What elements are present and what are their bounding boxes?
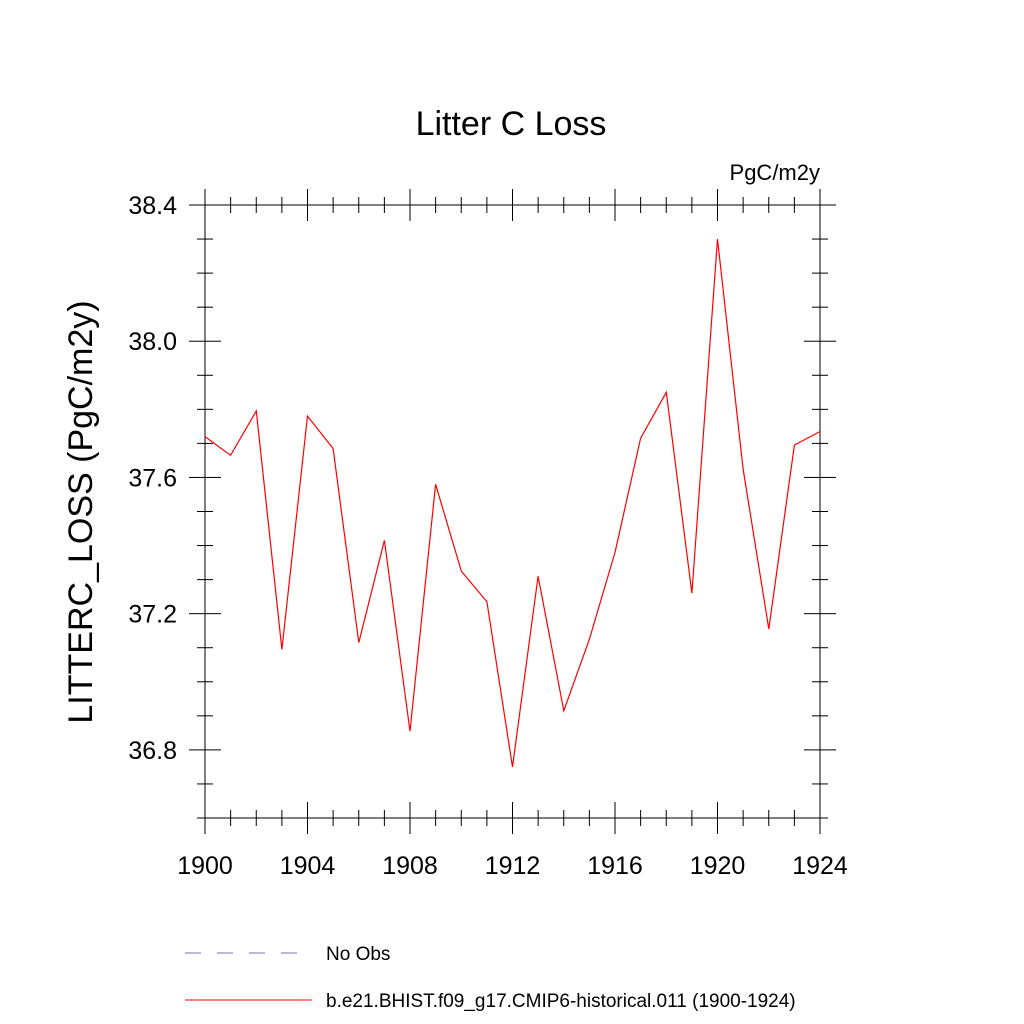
y-tick-label: 38.4 [128,192,177,220]
chart-title: Litter C Loss [416,105,607,143]
series-line [204,239,821,767]
units-label: PgC/m2y [730,160,820,185]
legend: No Obs b.e21.BHIST.f09_g17.CMIP6-historic… [185,944,796,1012]
y-tick-label: 36.8 [128,737,177,765]
x-tick-label: 1908 [382,852,438,880]
legend-label: No Obs [326,944,390,965]
x-tick-label: 1912 [485,852,541,880]
y-axis-label: LITTERC_LOSS (PgC/m2y) [62,300,100,723]
legend-label: b.e21.BHIST.f09_g17.CMIP6-historical.011… [326,991,796,1012]
x-tick-label: 1920 [690,852,746,880]
y-tick-label: 37.6 [128,464,177,492]
x-tick-label: 1904 [280,852,336,880]
x-tick-label: 1916 [587,852,643,880]
x-tick-label: 1900 [177,852,233,880]
y-tick-label: 38.0 [128,328,177,356]
tick-labels: 1900 1904 1908 1912 1916 1920 1924 36.8 37.2 37.6… [128,192,848,880]
y-tick-label: 37.2 [128,601,177,629]
series-group [204,239,821,767]
x-tick-label: 1924 [792,852,848,880]
axis-ticks [189,189,836,834]
